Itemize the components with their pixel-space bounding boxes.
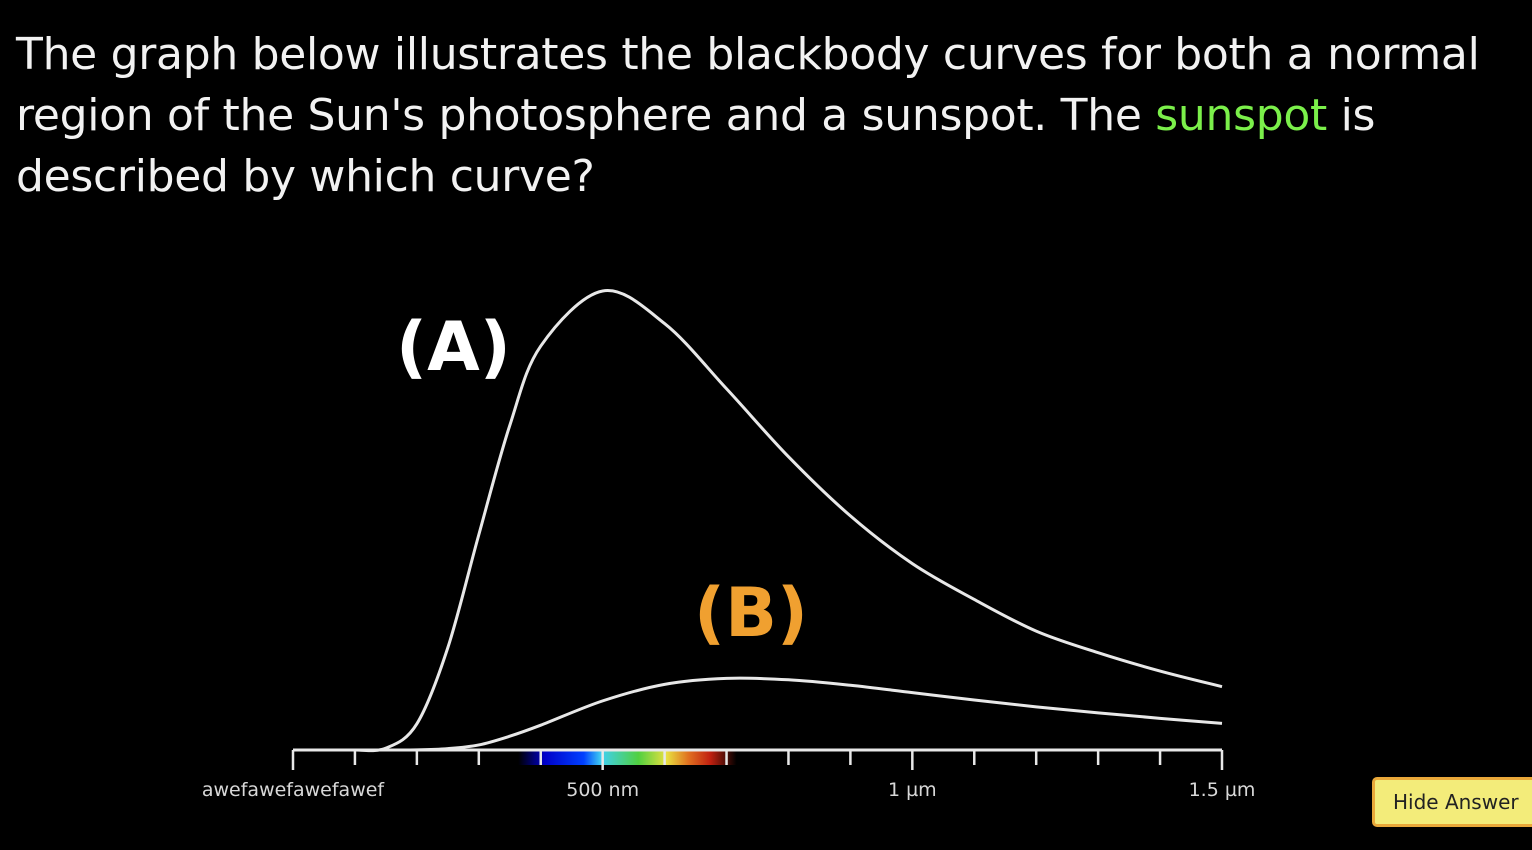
curve-a bbox=[354, 289, 1223, 753]
question-text: The graph below illustrates the blackbod… bbox=[16, 24, 1516, 207]
visible-spectrum-band bbox=[518, 751, 737, 765]
curve-label-a: (A) bbox=[396, 308, 511, 387]
x-tick-label: 1.5 µm bbox=[1189, 779, 1256, 801]
x-tick-label: 1 µm bbox=[888, 779, 937, 801]
x-tick-label: awefawefawefawef bbox=[202, 779, 386, 801]
question-part-2: is described by which curve? bbox=[16, 90, 1376, 202]
highlight-sunspot: sunspot bbox=[1155, 90, 1327, 141]
hide-answer-button[interactable]: Hide Answer bbox=[1372, 777, 1532, 827]
question-part-1: The graph below illustrates the blackbod… bbox=[16, 29, 1480, 141]
x-tick-label: 500 nm bbox=[566, 779, 639, 801]
curve-label-b: (B) bbox=[694, 574, 808, 653]
curve-b bbox=[354, 676, 1223, 752]
